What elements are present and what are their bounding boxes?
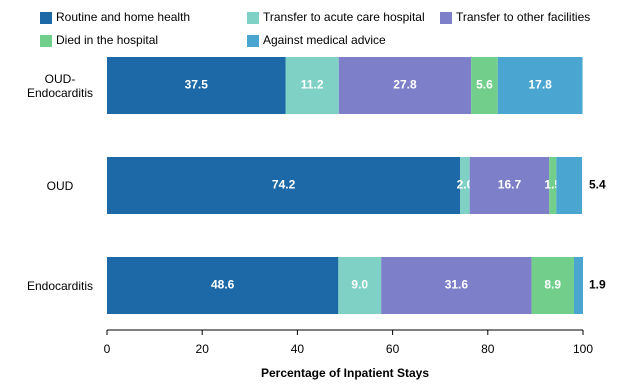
bar-segment xyxy=(549,157,557,214)
value-label: 31.6 xyxy=(445,278,469,292)
x-axis-label: Percentage of Inpatient Stays xyxy=(261,366,429,380)
bar-segment xyxy=(107,157,461,214)
value-label: 48.6 xyxy=(211,278,235,292)
bar-segment xyxy=(107,57,286,114)
bar-segment xyxy=(497,57,583,114)
bar-segment xyxy=(460,157,470,214)
x-tick-label: 40 xyxy=(291,342,305,356)
value-label: 37.5 xyxy=(185,78,209,92)
value-label: 27.8 xyxy=(393,78,417,92)
legend-swatch xyxy=(247,12,259,24)
legend-label: Routine and home health xyxy=(56,10,190,24)
value-label: 17.8 xyxy=(528,78,552,92)
value-label: 5.4 xyxy=(589,178,606,192)
legend-swatch xyxy=(440,12,452,24)
bar-segment xyxy=(471,57,498,114)
category-label: OUD-Endocarditis xyxy=(26,71,94,100)
legend-label: Transfer to other facilities xyxy=(456,10,590,24)
x-tick-label: 100 xyxy=(573,342,593,356)
category-label: Endocarditis xyxy=(26,278,94,293)
x-tick-label: 20 xyxy=(196,342,210,356)
legend-swatch xyxy=(247,35,259,47)
value-label: 11.2 xyxy=(301,78,324,92)
bar-segment xyxy=(107,257,339,314)
legend-label: Died in the hospital xyxy=(56,33,158,47)
value-label: 16.7 xyxy=(498,178,522,192)
bar-segment xyxy=(381,257,532,314)
legend-swatch xyxy=(40,12,52,24)
value-label: 74.2 xyxy=(272,178,296,192)
value-label: 5.6 xyxy=(476,78,493,92)
bar-segment xyxy=(338,57,472,114)
bar-segment xyxy=(556,157,583,214)
x-tick-label: 60 xyxy=(386,342,400,356)
legend-label: Transfer to acute care hospital xyxy=(263,10,425,24)
bar-segment xyxy=(573,257,583,314)
bar-segment xyxy=(285,57,339,114)
bar-segment xyxy=(469,157,550,214)
legend-swatch xyxy=(40,35,52,47)
x-tick-label: 0 xyxy=(104,342,111,356)
value-label: 8.9 xyxy=(544,278,561,292)
category-label: OUD xyxy=(46,178,74,193)
x-tick-label: 80 xyxy=(481,342,495,356)
legend-label: Against medical advice xyxy=(263,33,386,47)
value-label: 2.0 xyxy=(457,178,474,192)
bar-segment xyxy=(338,257,382,314)
bar-segment xyxy=(531,257,574,314)
value-label: 9.0 xyxy=(351,278,368,292)
value-label: 1.9 xyxy=(589,278,606,292)
